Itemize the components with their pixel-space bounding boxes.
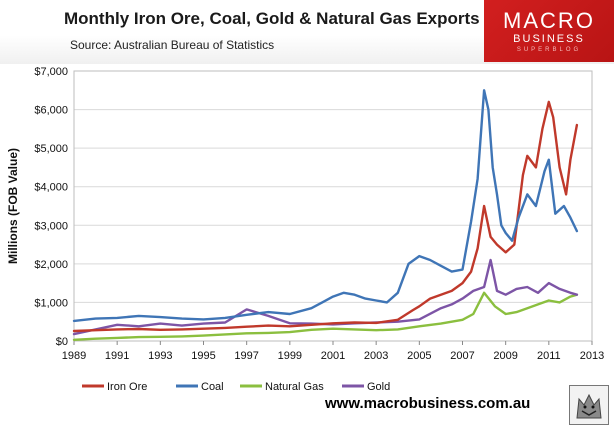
series-line-gold <box>72 258 579 336</box>
x-tick-label: 1991 <box>105 350 129 362</box>
y-tick-label: $1,000 <box>34 297 68 309</box>
x-tick-label: 1997 <box>234 350 258 362</box>
x-tick-label: 2013 <box>580 350 604 362</box>
series-line-natural-gas <box>72 291 579 341</box>
series-lines <box>72 89 579 341</box>
x-tick-label: 1995 <box>191 350 215 362</box>
logo-text-business: BUSINESS <box>513 33 585 45</box>
series-line-coal <box>72 89 579 323</box>
x-axis: 1989 1991 1993 1995 1997 1999 2001 2003 2005 2007… <box>62 341 604 362</box>
y-tick-label: $6,000 <box>34 105 68 117</box>
logo-text-superblog: SUPERBLOG <box>516 47 582 53</box>
chart-subtitle: Source: Australian Bureau of Statistics <box>70 38 275 52</box>
x-tick-label: 1993 <box>148 350 172 362</box>
x-tick-label: 2009 <box>493 350 517 362</box>
x-tick-label: 1989 <box>62 350 86 362</box>
y-axis-label: Millions (FOB Value) <box>6 148 20 264</box>
chart-title: Monthly Iron Ore, Coal, Gold & Natural G… <box>64 9 480 28</box>
website-url: www.macrobusiness.com.au <box>325 395 531 412</box>
legend-label: Coal <box>201 381 224 393</box>
macrobusiness-logo: MACRO BUSINESS SUPERBLOG <box>484 0 614 62</box>
chart-gridlines <box>74 109 592 303</box>
chart-legend: Iron Ore Coal Natural Gas Gold <box>82 381 390 393</box>
y-tick-label: $2,000 <box>34 259 68 271</box>
y-tick-label: $5,000 <box>34 143 68 155</box>
plot-area <box>73 70 593 342</box>
x-tick-label: 2007 <box>450 350 474 362</box>
legend-label: Iron Ore <box>107 381 147 393</box>
x-tick-label: 2011 <box>537 350 561 362</box>
series-line-iron-ore <box>72 100 579 333</box>
legend-label: Natural Gas <box>265 381 324 393</box>
x-tick-label: 2003 <box>364 350 388 362</box>
chart-header: Monthly Iron Ore, Coal, Gold & Natural G… <box>0 0 614 64</box>
x-tick-label: 1999 <box>278 350 302 362</box>
y-tick-label: $7,000 <box>34 66 68 78</box>
y-axis: $0 $1,000 $2,000 $3,000 $4,000 $5,000 $6,000 $7… <box>34 66 68 348</box>
y-tick-label: $0 <box>56 336 68 348</box>
y-tick-label: $4,000 <box>34 182 68 194</box>
wolf-badge-icon <box>569 385 609 425</box>
legend-label: Gold <box>367 381 390 393</box>
x-tick-label: 2005 <box>407 350 431 362</box>
logo-text-macro: MACRO <box>503 8 595 33</box>
y-tick-label: $3,000 <box>34 220 68 232</box>
x-tick-label: 2001 <box>321 350 345 362</box>
